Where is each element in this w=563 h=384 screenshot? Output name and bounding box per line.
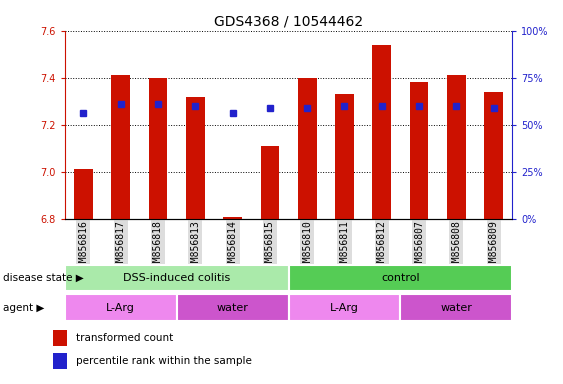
Bar [177,294,288,321]
Bar [298,78,316,219]
Bar [447,75,466,219]
Bar [261,146,279,219]
Bar [111,75,130,219]
Bar [53,330,67,346]
Text: disease state ▶: disease state ▶ [3,273,83,283]
Bar [65,265,289,291]
Text: control: control [381,273,420,283]
Text: water: water [217,303,248,313]
Title: GDS4368 / 10544462: GDS4368 / 10544462 [214,14,363,28]
Bar [53,353,67,369]
Bar [186,97,204,219]
Text: L-Arg: L-Arg [330,303,359,313]
Bar [335,94,354,219]
Bar [74,169,93,219]
Text: agent ▶: agent ▶ [3,303,44,313]
Text: percentile rank within the sample: percentile rank within the sample [76,356,252,366]
Bar [289,294,400,321]
Text: L-Arg: L-Arg [106,303,135,313]
Text: DSS-induced colitis: DSS-induced colitis [123,273,230,283]
Text: water: water [440,303,472,313]
Bar [400,294,512,321]
Text: transformed count: transformed count [76,333,173,343]
Bar [224,217,242,219]
Bar [410,83,428,219]
Bar [373,45,391,219]
Bar [289,265,512,291]
Bar [149,78,167,219]
Bar [65,294,177,321]
Bar [484,92,503,219]
